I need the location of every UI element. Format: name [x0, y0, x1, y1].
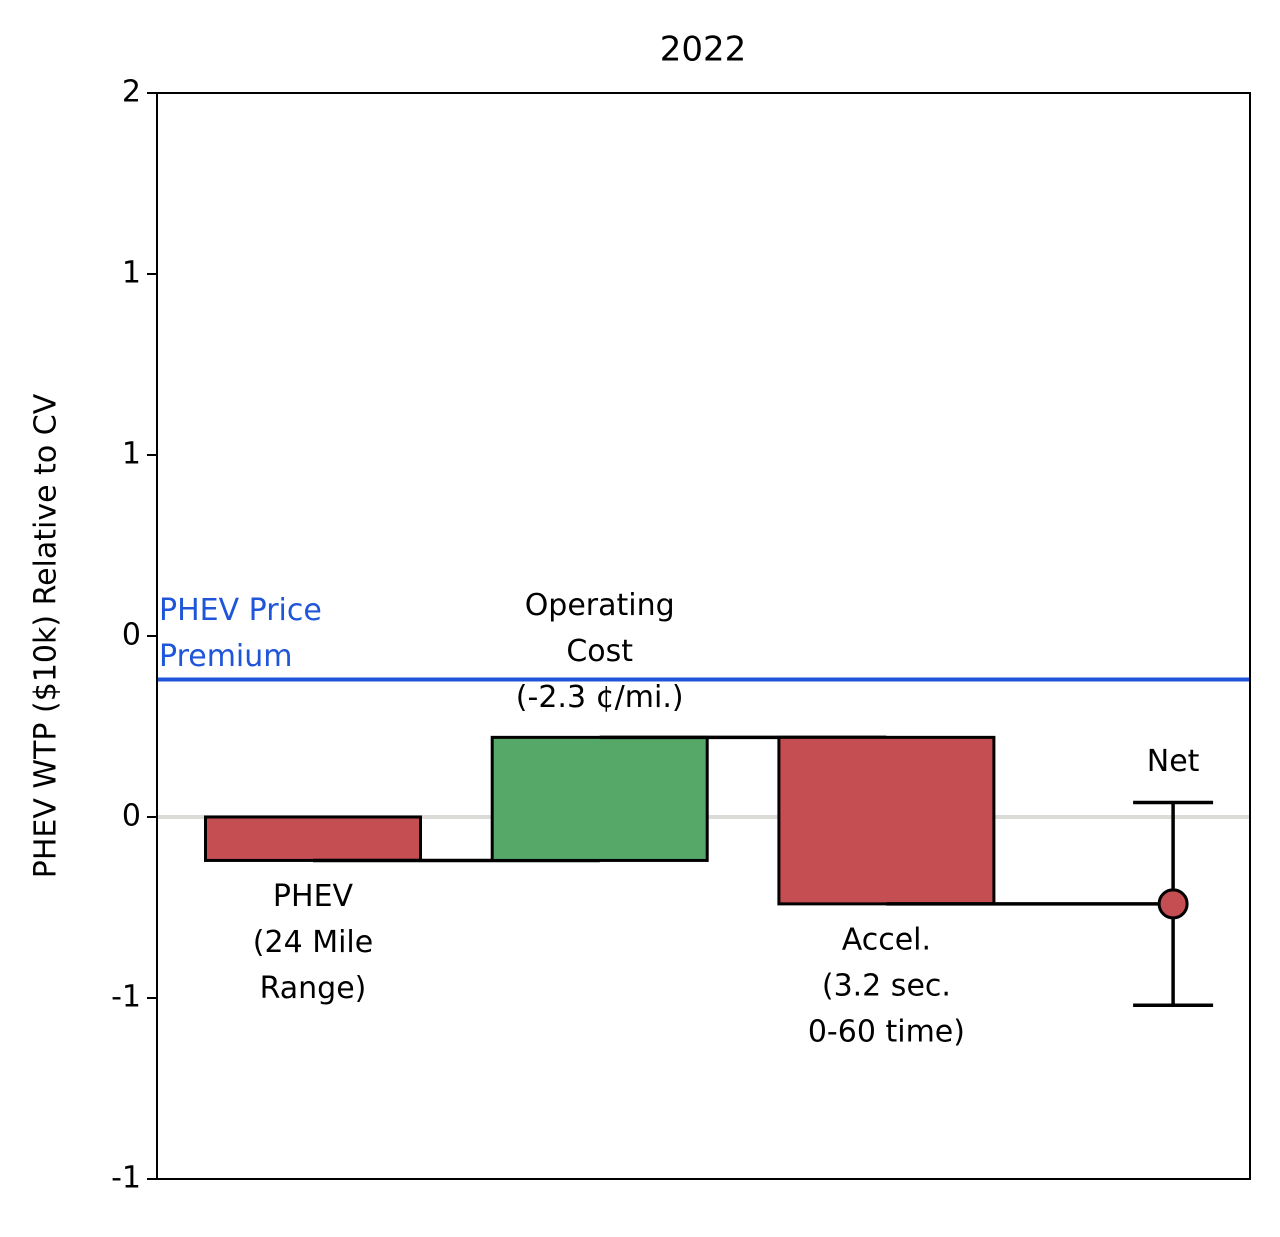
y-tick-label: 0 [122, 618, 141, 653]
price-premium-label: PHEV Price [159, 593, 322, 628]
bar-label: (3.2 sec. [822, 968, 951, 1003]
bar-label: Cost [566, 634, 633, 669]
bar [777, 735, 996, 906]
y-tick-label: 1 [122, 437, 141, 472]
net-marker [1157, 888, 1189, 920]
y-tick-label: 2 [122, 75, 141, 110]
net-label: Net [1147, 744, 1200, 779]
bar-label: Accel. [842, 922, 931, 957]
y-tick-label: 0 [122, 799, 141, 834]
y-tick-label: -1 [111, 1161, 141, 1196]
y-tick-label: 1 [122, 256, 141, 291]
chart-title: 2022 [660, 30, 747, 70]
bar-label: (24 Mile [253, 925, 373, 960]
bar-label: Operating [525, 588, 675, 623]
bar-label: PHEV [273, 879, 354, 914]
bar-label: Range) [260, 971, 367, 1006]
plot-frame [156, 92, 1251, 1180]
bar [204, 815, 422, 862]
bar-label: 0-60 time) [808, 1014, 965, 1049]
y-tick-label: -1 [111, 980, 141, 1015]
y-axis-label: PHEV WTP ($10k) Relative to CV [29, 393, 64, 878]
bar [490, 735, 709, 862]
bar-label: (-2.3 ¢/mi.) [516, 680, 684, 715]
price-premium-label: Premium [159, 639, 293, 674]
